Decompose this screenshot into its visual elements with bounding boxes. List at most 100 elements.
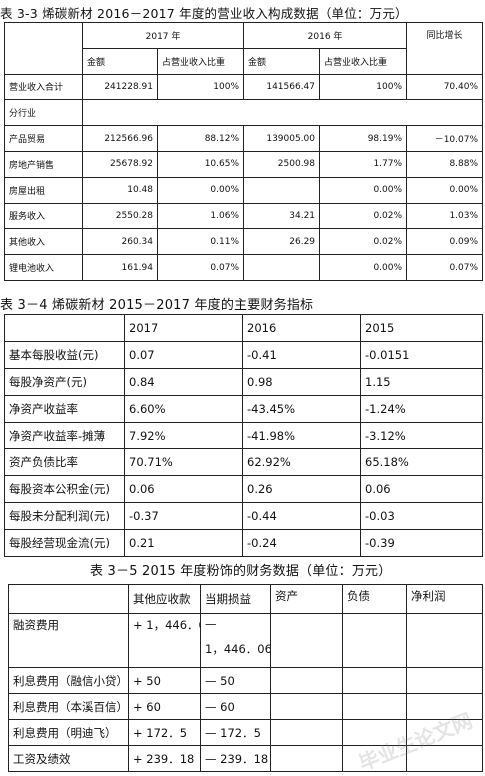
row-label: 融资费用 xyxy=(8,613,129,668)
cell xyxy=(406,745,483,772)
cell: 0.07% xyxy=(406,254,484,281)
table-row: 其他收入 260.34 0.11% 26.29 0.02% 0.09% xyxy=(4,228,484,256)
cell: 65.18% xyxy=(360,448,483,477)
cell: 10.48 xyxy=(82,176,158,204)
cell: -0.03 xyxy=(360,502,483,531)
segment-label: 分行业 xyxy=(4,99,83,127)
ratio-header: 占营业收入比重 xyxy=(156,47,245,75)
row-label: 每股资本公积金(元) xyxy=(4,475,125,504)
year-2017-header: 2017 年 xyxy=(81,22,245,49)
cell xyxy=(342,693,407,720)
cell: 70.71% xyxy=(124,448,243,477)
table-row: 其他应收款 当期损益 资产 负债 净利润 xyxy=(8,584,483,614)
cell: 100% xyxy=(156,73,245,101)
cell: -0.44 xyxy=(242,502,361,531)
cell: 88.12% xyxy=(156,125,245,152)
table-row: 锂电池收入 161.94 0.07% 0.00% 0.07% xyxy=(4,254,484,281)
cell xyxy=(406,693,483,720)
corner-cell xyxy=(4,22,83,75)
cell xyxy=(270,613,343,668)
row-label: 工资及绩效 xyxy=(8,745,129,772)
table-row: 房地产销售 25678.92 10.65% 2500.98 1.77% 8.88… xyxy=(4,150,484,178)
cell: 0.02% xyxy=(319,228,408,256)
cell: 25678.92 xyxy=(82,150,158,178)
table-row: 服务收入 2550.28 1.06% 34.21 0.02% 1.03% xyxy=(4,202,484,230)
yoy-header: 同比增长 xyxy=(406,22,484,75)
header-cell xyxy=(4,314,125,342)
cell: -0.41 xyxy=(242,340,361,369)
cell: 0.26 xyxy=(242,475,361,504)
table-row: 每股经营现金流(元) 0.21 -0.24 -0.39 xyxy=(4,529,483,558)
row-label: 利息费用（本溪百信） xyxy=(8,693,129,720)
cell: 34.21 xyxy=(243,202,321,230)
cell xyxy=(243,254,321,281)
row-label: 基本每股收益(元) xyxy=(4,340,125,369)
header-cell: 净利润 xyxy=(406,584,483,614)
table-row: 2017 2016 2015 xyxy=(4,314,483,342)
table-row: 每股未分配利润(元) -0.37 -0.44 -0.03 xyxy=(4,502,483,531)
cell: — 50 xyxy=(200,667,271,694)
cell: 0.07 xyxy=(124,340,243,369)
cell: 0.02% xyxy=(319,202,408,230)
year-2016-header: 2016 年 xyxy=(243,22,408,49)
cell: 139005.00 xyxy=(243,125,321,152)
table2-caption: 表 3－4 烯碳新材 2015－2017 年度的主要财务指标 xyxy=(0,298,314,313)
cell xyxy=(342,667,407,694)
cell: 0.98 xyxy=(242,367,361,396)
cell xyxy=(342,745,407,772)
cell: 260.34 xyxy=(82,228,158,256)
row-label: 房地产销售 xyxy=(4,150,83,178)
cell: + 60 xyxy=(128,693,201,720)
cell xyxy=(406,667,483,694)
cell xyxy=(270,693,343,720)
cell: -41.98% xyxy=(242,421,361,450)
table-row: 利息费用（本溪百信） + 60 — 60 xyxy=(8,693,483,720)
table-row: 每股净资产(元) 0.84 0.98 1.15 xyxy=(4,367,483,396)
header-cell: 当期损益 xyxy=(200,584,271,614)
header-cell: 2017 xyxy=(124,314,243,342)
table-row: 利息费用（融信小贷） + 50 — 50 xyxy=(8,667,483,694)
cell: 2500.98 xyxy=(243,150,321,178)
cell: 0.84 xyxy=(124,367,243,396)
cell: 0.00% xyxy=(319,176,408,204)
financial-indicators-table: 2017 2016 2015 基本每股收益(元) 0.07 -0.41 -0.0… xyxy=(4,314,483,558)
cell-line: 1，446．06 xyxy=(205,642,271,656)
cell: 1.03% xyxy=(406,202,484,230)
cell xyxy=(270,745,343,772)
header-cell: 2016 xyxy=(242,314,361,342)
table-row: 基本每股收益(元) 0.07 -0.41 -0.0151 xyxy=(4,340,483,369)
cell: -1.24% xyxy=(360,394,483,423)
table-row: 分行业 xyxy=(4,99,484,127)
header-cell: 资产 xyxy=(270,584,343,614)
table-row: 金额 占营业收入比重 金额 占营业收入比重 xyxy=(5,47,483,75)
cell: 98.19% xyxy=(319,125,408,152)
row-label: 产品贸易 xyxy=(4,125,83,152)
header-cell: 负债 xyxy=(342,584,407,614)
cell: 0.09% xyxy=(406,228,484,256)
table-row: 净资产收益率-摊薄 7.92% -41.98% -3.12% xyxy=(4,421,483,450)
row-label: 锂电池收入 xyxy=(4,254,83,281)
cell: 0.00% xyxy=(156,176,245,204)
cell: — 1，446．06 xyxy=(200,613,271,668)
cell xyxy=(270,667,343,694)
table-row: 房屋出租 10.48 0.00% 0.00% 0.00% xyxy=(4,176,484,204)
table-row: 每股资本公积金(元) 0.06 0.26 0.06 xyxy=(4,475,483,504)
row-label: 利息费用（明迪飞） xyxy=(8,719,129,746)
row-label: 利息费用（融信小贷） xyxy=(8,667,129,694)
cell xyxy=(270,719,343,746)
cell: 70.40% xyxy=(406,73,484,101)
cell xyxy=(243,176,321,204)
revenue-composition-table: 2017 年 2016 年 同比增长 金额 占营业收入比重 金额 占营业收入比重… xyxy=(4,22,484,281)
cell: 1.15 xyxy=(360,367,483,396)
ratio-header: 占营业收入比重 xyxy=(319,47,408,75)
row-label: 净资产收益率-摊薄 xyxy=(4,421,125,450)
cell: + 239．18 xyxy=(128,745,201,772)
cell: — 60 xyxy=(200,693,271,720)
cell: 6.60% xyxy=(124,394,243,423)
row-label: 营业收入合计 xyxy=(4,73,83,101)
amount-header: 金额 xyxy=(82,47,158,75)
cell: 8.88% xyxy=(406,150,484,178)
manipulated-data-table: 其他应收款 当期损益 资产 负债 净利润 融资费用 + 1，446．06 — 1… xyxy=(8,584,483,772)
table1-caption: 表 3-3 烯碳新材 2016－2017 年度的营业收入构成数据（单位：万元） xyxy=(0,6,408,21)
row-label: 服务收入 xyxy=(4,202,83,230)
